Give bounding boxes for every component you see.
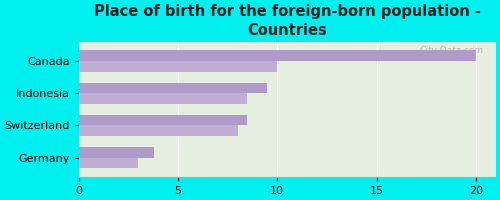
Bar: [78, 83, 268, 93]
Bar: [78, 61, 278, 72]
Bar: [78, 50, 476, 61]
Text: City-Data.com: City-Data.com: [420, 46, 484, 55]
Bar: [78, 125, 237, 136]
Bar: [78, 93, 247, 104]
Bar: [78, 158, 138, 168]
Title: Place of birth for the foreign-born population -
Countries: Place of birth for the foreign-born popu…: [94, 4, 480, 38]
Bar: [78, 147, 154, 158]
Bar: [78, 115, 247, 125]
